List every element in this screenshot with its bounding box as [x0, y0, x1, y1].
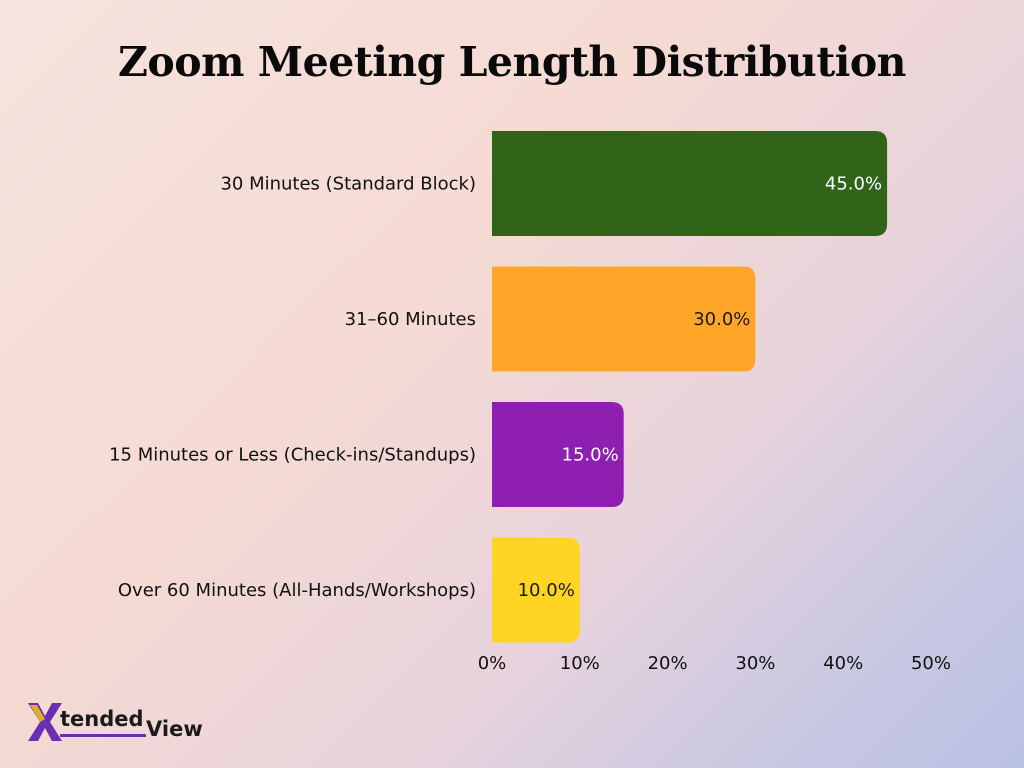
x-tick-label-2: 10%: [560, 653, 600, 674]
value-label-2: 30.0%: [693, 309, 750, 330]
category-label-4: Over 60 Minutes (All-Hands/Workshops): [118, 580, 476, 601]
category-label-1: 30 Minutes (Standard Block): [220, 174, 476, 195]
bar-4: [492, 537, 580, 643]
logo-underline: [60, 734, 146, 737]
x-tick-label-4: 30%: [735, 653, 775, 674]
value-label-4: 10.0%: [518, 580, 575, 601]
x-tick-label-3: 20%: [648, 653, 688, 674]
category-label-3: 15 Minutes or Less (Check-ins/Standups): [109, 445, 476, 466]
xtendedview-logo: tended View: [28, 703, 228, 743]
value-label-3: 15.0%: [562, 445, 619, 466]
value-label-1: 45.0%: [825, 174, 882, 195]
bar-chart: 30 Minutes (Standard Block) 45.0% 31–60 Mi…: [109, 131, 951, 674]
x-tick-label-1: 0%: [478, 653, 507, 674]
bar-3: [492, 402, 624, 507]
bar-2: [492, 266, 756, 372]
logo-text-tended: tended: [60, 707, 144, 731]
bar-1: [492, 131, 888, 236]
x-tick-label-5: 40%: [823, 653, 863, 674]
x-tick-label-6: 50%: [911, 653, 951, 674]
logo-x-mark: [28, 703, 62, 741]
category-label-2: 31–60 Minutes: [345, 309, 476, 330]
chart-title: Zoom Meeting Length Distribution: [118, 38, 906, 86]
logo-text-view: View: [146, 717, 203, 741]
